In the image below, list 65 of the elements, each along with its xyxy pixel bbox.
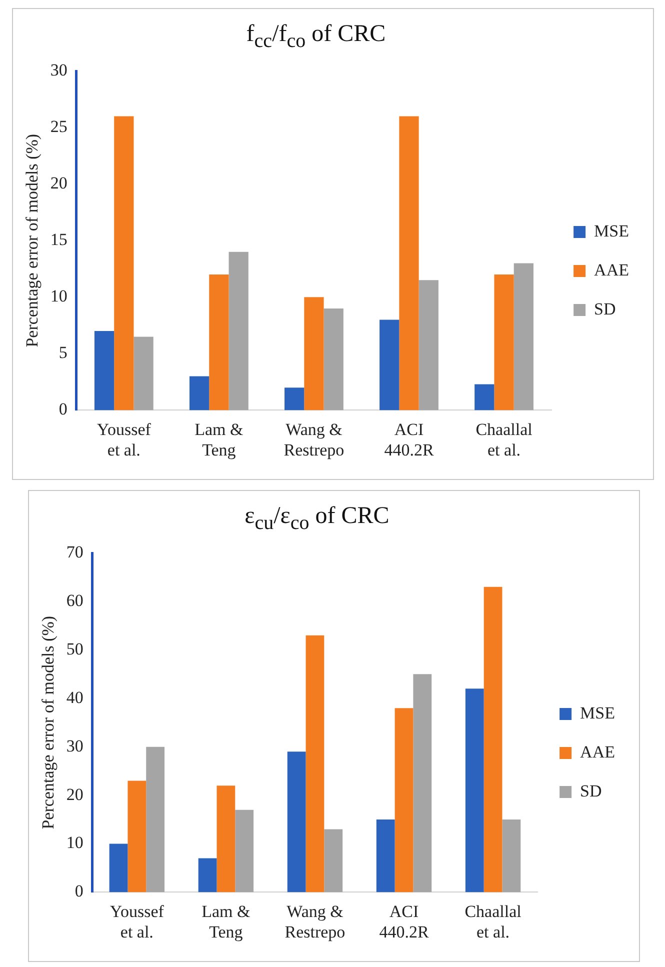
bar <box>94 331 114 410</box>
bar <box>474 384 494 410</box>
bar <box>134 336 154 410</box>
bar <box>189 376 210 410</box>
bar <box>235 810 254 892</box>
x-tick-label: Lam & Teng <box>202 902 250 942</box>
bar <box>502 820 521 892</box>
bar <box>376 820 395 892</box>
bar <box>304 297 324 410</box>
legend-label: AAE <box>580 742 615 762</box>
bar <box>380 320 400 410</box>
y-tick-label: 15 <box>50 230 68 250</box>
bar <box>514 263 534 410</box>
legend-label: MSE <box>594 221 630 240</box>
y-tick-label: 10 <box>50 286 68 306</box>
y-tick-label: 10 <box>66 833 84 852</box>
bar <box>216 786 236 892</box>
x-tick-label: Youssef et al. <box>110 902 164 942</box>
bar <box>465 688 484 892</box>
x-tick-label: Lam & Teng <box>194 420 244 460</box>
legend-label: AAE <box>594 260 629 280</box>
bar <box>228 252 248 410</box>
x-tick-label: Chaallal et al. <box>476 420 533 460</box>
legend-label: SD <box>580 781 602 800</box>
x-tick-label: ACI 440.2R <box>384 420 434 460</box>
x-tick-label: Wang & Restrepo <box>284 902 346 942</box>
x-tick-label: Wang & Restrepo <box>284 420 344 460</box>
legend-label: SD <box>594 299 616 318</box>
chart-title: ε$_{cu}$/ε$_{co}$ of CRC <box>244 503 390 535</box>
y-tick-label: 20 <box>50 174 68 193</box>
y-tick-label: 50 <box>66 639 84 658</box>
bar <box>394 708 414 892</box>
bar <box>114 116 134 410</box>
x-tick-label: Chaallal et al. <box>464 902 522 942</box>
bar <box>399 116 419 410</box>
bar <box>128 780 146 892</box>
y-tick-label: 40 <box>66 688 84 707</box>
y-tick-label: 30 <box>50 60 68 80</box>
bar <box>324 829 343 892</box>
bar <box>418 280 438 410</box>
y-tick-label: 25 <box>50 117 68 136</box>
bar <box>413 674 432 892</box>
y-tick-label: 0 <box>74 882 84 901</box>
y-axis-title: Percentage error of models (%) <box>38 616 58 830</box>
x-tick-label: Youssef et al. <box>96 420 152 460</box>
bar <box>146 746 165 892</box>
y-tick-label: 60 <box>66 590 84 610</box>
bar <box>324 308 344 410</box>
y-tick-label: 20 <box>66 784 84 804</box>
x-tick-label: ACI 440.2R <box>379 902 430 942</box>
bar <box>306 635 324 892</box>
y-axis-title: Percentage error of models (%) <box>22 134 42 348</box>
y-tick-label: 30 <box>66 736 84 756</box>
bar <box>209 274 229 410</box>
chart-title: f$_{cc}$/f$_{co}$ of CRC <box>246 21 386 53</box>
legend-label: MSE <box>580 703 616 722</box>
bar <box>287 752 306 892</box>
y-tick-label: 0 <box>58 400 68 419</box>
bar <box>284 388 304 410</box>
bar <box>109 844 128 892</box>
bar <box>198 858 217 892</box>
y-tick-label: 5 <box>58 343 68 362</box>
bar <box>484 586 502 892</box>
y-tick-label: 70 <box>66 542 84 562</box>
bar <box>494 274 514 410</box>
